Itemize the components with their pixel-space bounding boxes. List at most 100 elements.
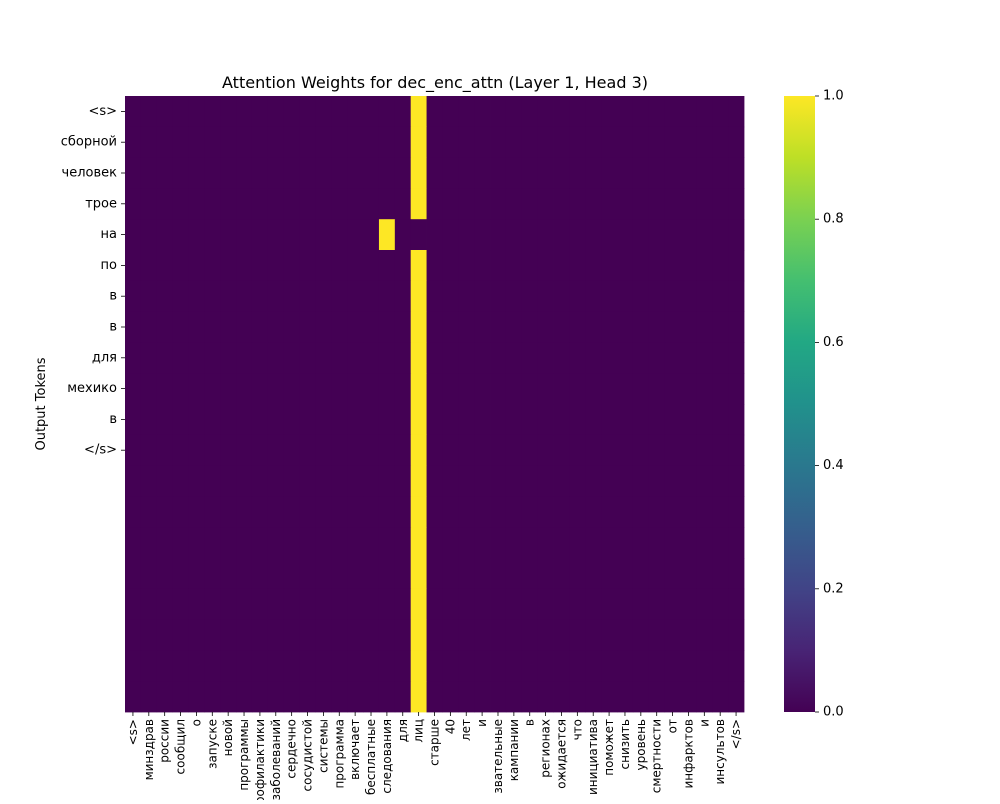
heatmap-cell bbox=[331, 311, 348, 343]
y-axis-label: Output Tokens bbox=[34, 357, 49, 450]
heatmap-cell bbox=[458, 619, 475, 651]
heatmap-cell bbox=[220, 619, 237, 651]
heatmap-cell bbox=[283, 157, 300, 189]
heatmap-cell bbox=[490, 558, 507, 590]
heatmap-cell bbox=[299, 342, 316, 374]
heatmap-cell bbox=[331, 96, 348, 128]
heatmap-cell bbox=[410, 527, 427, 559]
heatmap-cell bbox=[125, 280, 142, 312]
heatmap-cell bbox=[664, 434, 681, 466]
heatmap-cell bbox=[204, 342, 221, 374]
heatmap-cell bbox=[474, 250, 491, 282]
x-tick-label: сосудистой bbox=[301, 719, 315, 791]
heatmap-cell bbox=[490, 126, 507, 158]
heatmap-cell bbox=[347, 342, 364, 374]
colorbar-tick-label: 1.0 bbox=[823, 89, 844, 104]
heatmap-cell bbox=[140, 404, 158, 436]
heatmap-cell bbox=[283, 219, 300, 251]
heatmap-cell bbox=[410, 311, 427, 343]
x-tick-label: инсультов bbox=[713, 719, 727, 785]
heatmap-cell bbox=[585, 219, 602, 251]
heatmap-cell bbox=[347, 373, 364, 405]
heatmap-cell bbox=[696, 558, 713, 590]
heatmap-cell bbox=[172, 250, 189, 282]
heatmap-cell bbox=[569, 465, 586, 497]
heatmap-cell bbox=[712, 650, 729, 682]
heatmap-cell bbox=[378, 280, 396, 312]
heatmap-cell bbox=[537, 496, 554, 528]
heatmap-cell bbox=[331, 250, 348, 282]
heatmap-cell bbox=[125, 558, 142, 590]
heatmap-cell bbox=[521, 404, 539, 436]
heatmap-cell bbox=[474, 496, 491, 528]
heatmap-cell bbox=[410, 219, 427, 251]
x-tick-label: программы bbox=[237, 719, 251, 791]
heatmap-cell bbox=[236, 126, 253, 158]
x-tick-label: и bbox=[475, 719, 489, 727]
heatmap-cell bbox=[331, 558, 348, 590]
heatmap-cell bbox=[204, 280, 221, 312]
heatmap-cell bbox=[632, 342, 650, 374]
heatmap-cell bbox=[490, 219, 507, 251]
heatmap-cell bbox=[537, 188, 554, 220]
heatmap-cell bbox=[172, 157, 189, 189]
heatmap-cell bbox=[553, 434, 570, 466]
heatmap-cell bbox=[140, 126, 158, 158]
heatmap-cell bbox=[648, 157, 666, 189]
heatmap-cell bbox=[521, 373, 539, 405]
heatmap-cell bbox=[363, 96, 380, 128]
heatmap-cell bbox=[537, 619, 554, 651]
heatmap-cell bbox=[617, 527, 634, 559]
heatmap-cell bbox=[125, 681, 142, 713]
heatmap-cell bbox=[331, 404, 348, 436]
heatmap-cell bbox=[156, 126, 174, 158]
heatmap-cell bbox=[585, 434, 602, 466]
heatmap-cell bbox=[442, 650, 459, 682]
heatmap-cell bbox=[648, 188, 666, 220]
heatmap-cell bbox=[172, 650, 189, 682]
heatmap-cell bbox=[378, 496, 396, 528]
heatmap-cell bbox=[299, 250, 316, 282]
heatmap-cell bbox=[490, 588, 507, 620]
heatmap-cell bbox=[553, 311, 570, 343]
heatmap-cell bbox=[664, 280, 681, 312]
heatmap-cell bbox=[442, 496, 459, 528]
heatmap-cell bbox=[458, 558, 475, 590]
heatmap-cell bbox=[156, 619, 174, 651]
heatmap-cell bbox=[140, 434, 158, 466]
heatmap-cell bbox=[315, 157, 332, 189]
heatmap-cell bbox=[648, 404, 666, 436]
heatmap-cell bbox=[236, 311, 253, 343]
heatmap-cell bbox=[267, 619, 285, 651]
heatmap-cell bbox=[315, 681, 332, 713]
heatmap-cell bbox=[505, 558, 523, 590]
heatmap-cell bbox=[505, 250, 523, 282]
x-tick-label: лиц bbox=[412, 719, 426, 743]
heatmap-cell bbox=[204, 404, 221, 436]
heatmap-cell bbox=[426, 681, 443, 713]
heatmap-cell bbox=[188, 96, 205, 128]
heatmap-cell bbox=[299, 588, 316, 620]
heatmap-cell bbox=[458, 157, 475, 189]
heatmap-cell bbox=[125, 342, 142, 374]
heatmap-cell bbox=[585, 496, 602, 528]
heatmap-cell bbox=[569, 219, 586, 251]
heatmap-cell bbox=[632, 404, 650, 436]
heatmap-cell bbox=[299, 157, 316, 189]
heatmap-cell bbox=[569, 188, 586, 220]
heatmap-cell bbox=[378, 527, 396, 559]
heatmap-cell bbox=[394, 373, 412, 405]
heatmap-cell bbox=[267, 342, 285, 374]
heatmap-cell bbox=[696, 157, 713, 189]
heatmap-cell bbox=[410, 650, 427, 682]
heatmap-cell bbox=[299, 650, 316, 682]
y-tick-label: для bbox=[92, 350, 117, 365]
heatmap-cell bbox=[474, 650, 491, 682]
heatmap-cell bbox=[712, 434, 729, 466]
heatmap-cell bbox=[521, 188, 539, 220]
heatmap-cell bbox=[347, 219, 364, 251]
heatmap-cell bbox=[664, 219, 681, 251]
heatmap-cell bbox=[553, 188, 570, 220]
heatmap-cell bbox=[680, 650, 697, 682]
